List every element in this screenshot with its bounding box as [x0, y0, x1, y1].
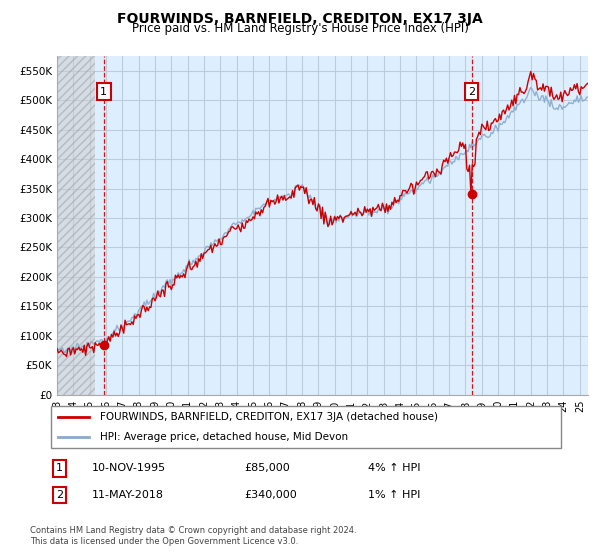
Text: 11-MAY-2018: 11-MAY-2018 [92, 490, 164, 500]
Text: 4% ↑ HPI: 4% ↑ HPI [368, 464, 421, 474]
Text: £340,000: £340,000 [244, 490, 297, 500]
Text: 1% ↑ HPI: 1% ↑ HPI [368, 490, 420, 500]
Text: FOURWINDS, BARNFIELD, CREDITON, EX17 3JA (detached house): FOURWINDS, BARNFIELD, CREDITON, EX17 3JA… [100, 412, 437, 422]
Bar [57, 56, 95, 395]
Text: Price paid vs. HM Land Registry's House Price Index (HPI): Price paid vs. HM Land Registry's House … [131, 22, 469, 35]
Text: 1: 1 [56, 464, 63, 474]
FancyBboxPatch shape [50, 405, 562, 449]
Text: 1: 1 [100, 87, 107, 96]
Text: £85,000: £85,000 [244, 464, 290, 474]
Text: 2: 2 [56, 490, 63, 500]
Text: 10-NOV-1995: 10-NOV-1995 [92, 464, 166, 474]
Text: FOURWINDS, BARNFIELD, CREDITON, EX17 3JA: FOURWINDS, BARNFIELD, CREDITON, EX17 3JA [117, 12, 483, 26]
Text: 2: 2 [468, 87, 475, 96]
Text: Contains HM Land Registry data © Crown copyright and database right 2024.
This d: Contains HM Land Registry data © Crown c… [30, 526, 356, 546]
Text: HPI: Average price, detached house, Mid Devon: HPI: Average price, detached house, Mid … [100, 432, 348, 442]
